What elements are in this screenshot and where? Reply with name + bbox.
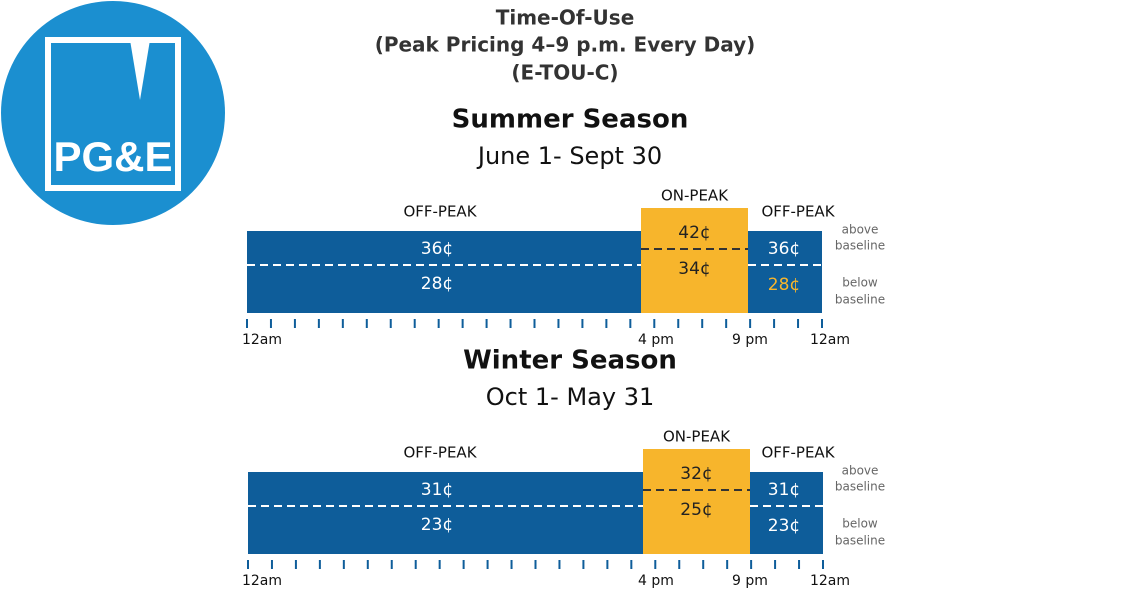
period-label: ON-PEAK [663, 428, 731, 446]
rate-label: 42¢ [678, 223, 710, 243]
on-peak-bar [641, 208, 748, 313]
hour-label: 9 pm [732, 573, 768, 589]
hour-label: 12am [242, 332, 282, 348]
season-title: Winter Season [463, 346, 677, 376]
baseline-label: baseline [835, 480, 885, 494]
logo-text: PG&E [53, 133, 172, 180]
hour-label: 4 pm [638, 332, 674, 348]
season-dates: June 1- Sept 30 [476, 142, 662, 170]
logo: PG&E [1, 1, 225, 225]
hour-label: 9 pm [732, 332, 768, 348]
period-label: OFF-PEAK [761, 203, 835, 221]
baseline-label: above [842, 223, 879, 237]
hour-label: 12am [810, 332, 850, 348]
logo-spike [130, 40, 150, 100]
rate-label: 28¢ [768, 275, 800, 295]
rate-label: 34¢ [678, 259, 710, 279]
rate-label: 23¢ [421, 515, 453, 535]
baseline-label: below [842, 276, 878, 290]
rate-label: 31¢ [421, 480, 453, 500]
logo-frame [45, 37, 181, 191]
on-peak-bar [643, 449, 750, 554]
rate-label: 31¢ [768, 480, 800, 500]
logo-circle [1, 1, 225, 225]
rate-label: 32¢ [680, 464, 712, 484]
baseline-label: above [842, 464, 879, 478]
baseline-label: baseline [835, 534, 885, 548]
baseline-label: baseline [835, 239, 885, 253]
rate-label: 36¢ [768, 239, 800, 259]
season-title: Summer Season [452, 105, 689, 135]
rate-label: 36¢ [421, 239, 453, 259]
hour-label: 12am [810, 573, 850, 589]
header-line: (E-TOU-C) [511, 61, 618, 85]
rate-label: 25¢ [680, 500, 712, 520]
rate-label: 28¢ [421, 274, 453, 294]
hour-label: 4 pm [638, 573, 674, 589]
hour-label: 12am [242, 573, 282, 589]
season-dates: Oct 1- May 31 [486, 383, 654, 411]
header-line: Time-Of-Use [496, 6, 635, 30]
rate-label: 23¢ [768, 516, 800, 536]
period-label: OFF-PEAK [403, 444, 477, 462]
header-line: (Peak Pricing 4–9 p.m. Every Day) [375, 33, 756, 57]
period-label: OFF-PEAK [403, 203, 477, 221]
period-label: OFF-PEAK [761, 444, 835, 462]
period-label: ON-PEAK [661, 187, 729, 205]
baseline-label: below [842, 517, 878, 531]
baseline-label: baseline [835, 293, 885, 307]
